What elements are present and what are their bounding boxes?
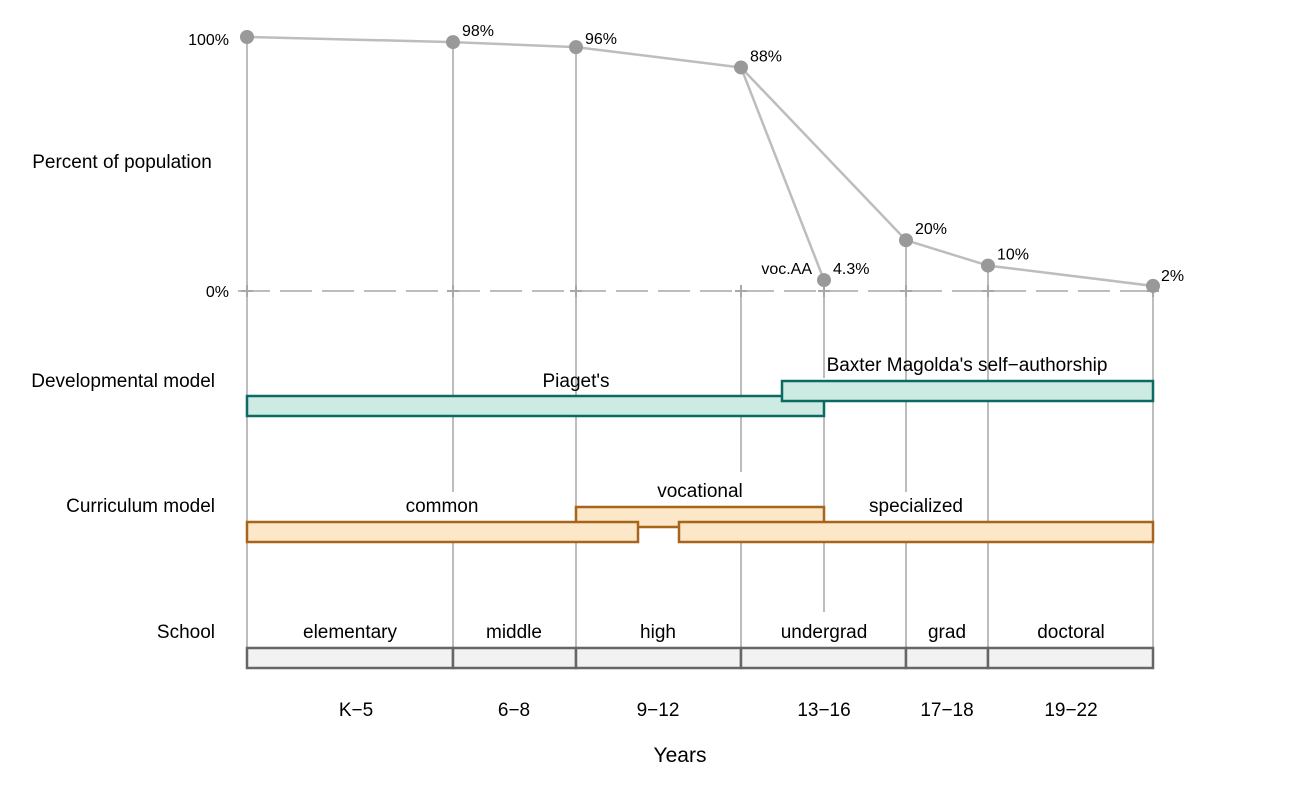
row-label-percent: Percent of population [32,152,212,173]
school-cell-doctoral [986,646,1155,670]
year-label-9-12: 9−12 [637,700,680,721]
data-point-6 [981,258,995,273]
trend-segment-17-19 [905,239,989,267]
data-label-7: 2% [1161,268,1184,285]
trend-segment-6-9 [452,40,577,49]
data-point-1 [446,35,460,50]
zero-tick-5 [900,285,912,297]
data-label-4: 4.3% [833,261,869,278]
common-label: common [406,496,479,517]
vertical-grid [246,37,1154,648]
population-trend: 98% 96% 88% 4.3% 20% 10% 2% voc.AA [240,23,1184,293]
data-point-2 [569,40,583,55]
baxter-label: Baxter Magolda's self−authorship [827,355,1108,376]
piaget-label: Piaget's [542,371,609,392]
trend-segment-k5-6 [246,35,454,44]
zero-tick-1 [447,285,459,297]
trend-segment-19-end [987,264,1154,288]
data-point-0 [240,30,254,44]
x-axis-title: Years [654,744,707,767]
school-label-high: high [640,622,676,643]
zero-tick-0 [241,285,253,297]
trend-segment-13-17 [740,66,907,242]
data-label-6: 10% [997,247,1029,264]
school-label-elementary: elementary [303,622,397,643]
y-label-100: 100% [188,32,229,49]
data-point-7 [1146,278,1160,293]
piaget-bar [245,394,826,418]
y-label-0: 0% [206,284,229,301]
school-cell-middle [451,646,578,670]
school-row: elementary middle high undergrad grad do… [245,622,1155,670]
year-label-13-16: 13−16 [797,700,850,721]
school-label-middle: middle [486,622,542,643]
school-cell-elementary [245,646,455,670]
school-label-doctoral: doctoral [1037,622,1105,643]
voc-aa-label: voc.AA [761,261,812,278]
school-cell-high [574,646,743,670]
trend-segment-voc-branch [739,67,826,281]
trend-segment-9-13 [575,45,742,69]
specialized-bar [677,520,1155,544]
zero-tick-2 [570,285,582,297]
data-point-5 [899,233,913,248]
school-label-grad: grad [928,622,966,643]
baxter-bar [780,379,1155,403]
row-label-school: School [157,622,215,643]
data-label-2: 96% [585,31,617,48]
data-point-3 [734,60,748,75]
data-label-1: 98% [462,23,494,40]
common-bar [245,520,640,544]
data-label-5: 20% [915,221,947,238]
year-label-17-18: 17−18 [920,700,973,721]
year-label-19-22: 19−22 [1044,700,1097,721]
school-cell-grad [904,646,990,670]
zero-tick-6 [982,285,994,297]
zero-tick-3 [735,285,747,297]
vocational-label: vocational [657,481,743,502]
specialized-label: specialized [869,496,963,517]
data-label-3: 88% [750,48,782,65]
school-cell-undergrad [739,646,908,670]
row-label-curriculum: Curriculum model [66,496,215,517]
year-label-k5: K−5 [339,700,373,721]
school-label-undergrad: undergrad [781,622,868,643]
row-label-developmental: Developmental model [31,371,215,392]
year-label-6-8: 6−8 [498,700,530,721]
data-point-4 [817,273,831,288]
